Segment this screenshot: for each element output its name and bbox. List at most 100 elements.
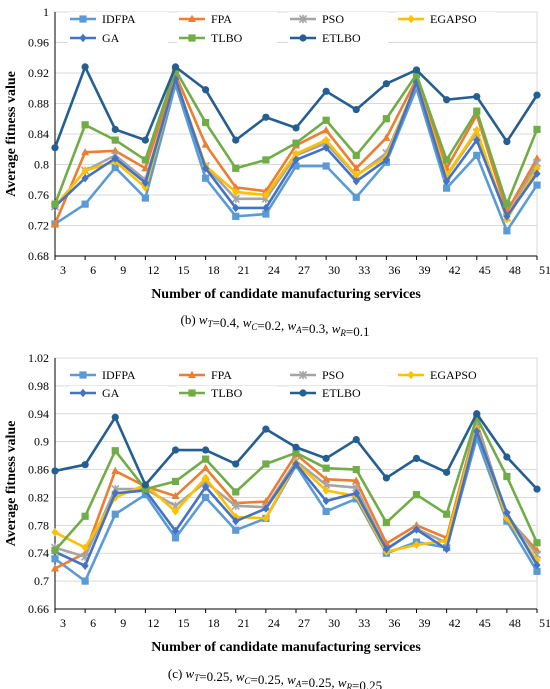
x-tick-label: 39	[419, 263, 431, 277]
data-point	[111, 466, 120, 474]
data-point	[51, 467, 59, 475]
x-tick-label: 36	[388, 616, 400, 630]
x-tick-label: 45	[479, 263, 491, 277]
data-point	[171, 491, 180, 500]
caption-part: A	[295, 679, 302, 689]
legend-label: PSO	[322, 12, 344, 26]
legend-bg	[288, 368, 388, 383]
legend-bg	[177, 31, 277, 46]
data-point	[81, 200, 89, 208]
x-tick-label: 15	[178, 616, 190, 630]
data-point	[322, 125, 331, 134]
caption-part: =0.3,	[302, 321, 332, 336]
data-point	[51, 546, 59, 555]
data-point	[382, 80, 390, 88]
data-point	[443, 544, 451, 554]
x-tick-label: 24	[268, 263, 280, 277]
y-tick-label: 0.76	[28, 188, 49, 202]
caption-part: C	[251, 322, 258, 332]
y-tick-label: 0.86	[28, 463, 49, 477]
data-point	[111, 510, 119, 518]
data-point	[171, 534, 180, 542]
x-tick-label: 36	[388, 263, 400, 277]
data-point	[533, 567, 541, 575]
data-point	[202, 493, 210, 502]
data-point	[141, 194, 149, 202]
y-tick-label: 0.74	[28, 546, 49, 560]
data-point	[81, 561, 89, 570]
data-point	[262, 460, 270, 468]
data-point	[292, 459, 300, 469]
legend-entry: TLBO	[177, 31, 277, 46]
data-point	[232, 212, 240, 220]
legend-entry: GA	[68, 31, 168, 46]
legend-label: FPA	[211, 368, 232, 382]
legend-marker	[298, 370, 308, 380]
data-point	[81, 512, 89, 520]
legend: IDFPA FPA PSO EGAPSO GA TLBO ETLBO	[68, 12, 496, 46]
data-point	[232, 136, 240, 144]
x-tick-label: 42	[449, 616, 461, 630]
data-point	[202, 86, 210, 94]
data-point	[292, 124, 300, 132]
y-tick-label: 0.88	[28, 97, 49, 111]
data-point	[262, 203, 270, 213]
legend-entry: IDFPA	[68, 12, 168, 27]
data-point	[141, 156, 149, 164]
y-tick-label: 0.9	[34, 435, 49, 449]
legend-marker	[188, 14, 196, 22]
x-tick-label: 21	[238, 263, 250, 277]
data-point	[322, 475, 331, 483]
legend-label: FPA	[211, 12, 232, 26]
data-point	[473, 151, 481, 159]
data-point	[292, 155, 300, 165]
legend-bg	[288, 31, 388, 46]
data-point	[473, 125, 481, 135]
data-point	[262, 156, 270, 164]
data-point	[141, 183, 149, 192]
data-point	[262, 113, 270, 121]
data-point	[81, 121, 89, 129]
series-fpa	[51, 70, 541, 227]
data-point	[412, 491, 421, 499]
caption: (b) wT=0.4, wC=0.2, wA=0.3, wR=0.1	[180, 312, 369, 339]
data-point	[231, 501, 240, 510]
x-tick-label: 18	[208, 263, 220, 277]
x-tick-label: 39	[419, 616, 431, 630]
x-axis-title: Number of candidate manufacturing servic…	[151, 287, 421, 302]
data-point	[232, 526, 240, 534]
legend-entry: GA	[68, 386, 168, 401]
data-point	[202, 118, 210, 127]
data-point	[232, 187, 240, 197]
data-point	[171, 507, 180, 516]
legend-marker	[79, 15, 87, 23]
data-point	[322, 486, 330, 495]
legend-bg	[177, 12, 277, 27]
legend-bg	[288, 12, 388, 27]
legend-label: TLBO	[211, 386, 243, 400]
legend-marker	[298, 14, 308, 24]
data-point	[111, 125, 119, 134]
caption-part: w	[243, 315, 252, 330]
data-point	[533, 154, 541, 162]
y-axis-title: Average fitness value	[4, 71, 19, 197]
x-tick-label: 12	[147, 263, 159, 277]
x-tick-label: 30	[328, 263, 340, 277]
legend-bg	[177, 386, 277, 401]
legend-bg	[396, 368, 496, 383]
caption-part: T	[208, 319, 214, 329]
y-axis-title: Average fitness value	[4, 421, 19, 547]
data-point	[533, 164, 541, 173]
data-point	[473, 135, 481, 145]
caption-part: (b)	[180, 312, 198, 327]
data-point	[51, 200, 59, 208]
data-point	[322, 507, 330, 515]
legend-marker	[188, 389, 196, 397]
data-point	[51, 528, 59, 537]
x-tick-label: 30	[328, 616, 340, 630]
y-tick-label: 0.96	[28, 36, 49, 50]
data-point	[51, 555, 59, 563]
legend-label: ETLBO	[322, 31, 361, 45]
data-point	[533, 181, 541, 189]
data-point	[201, 463, 210, 472]
